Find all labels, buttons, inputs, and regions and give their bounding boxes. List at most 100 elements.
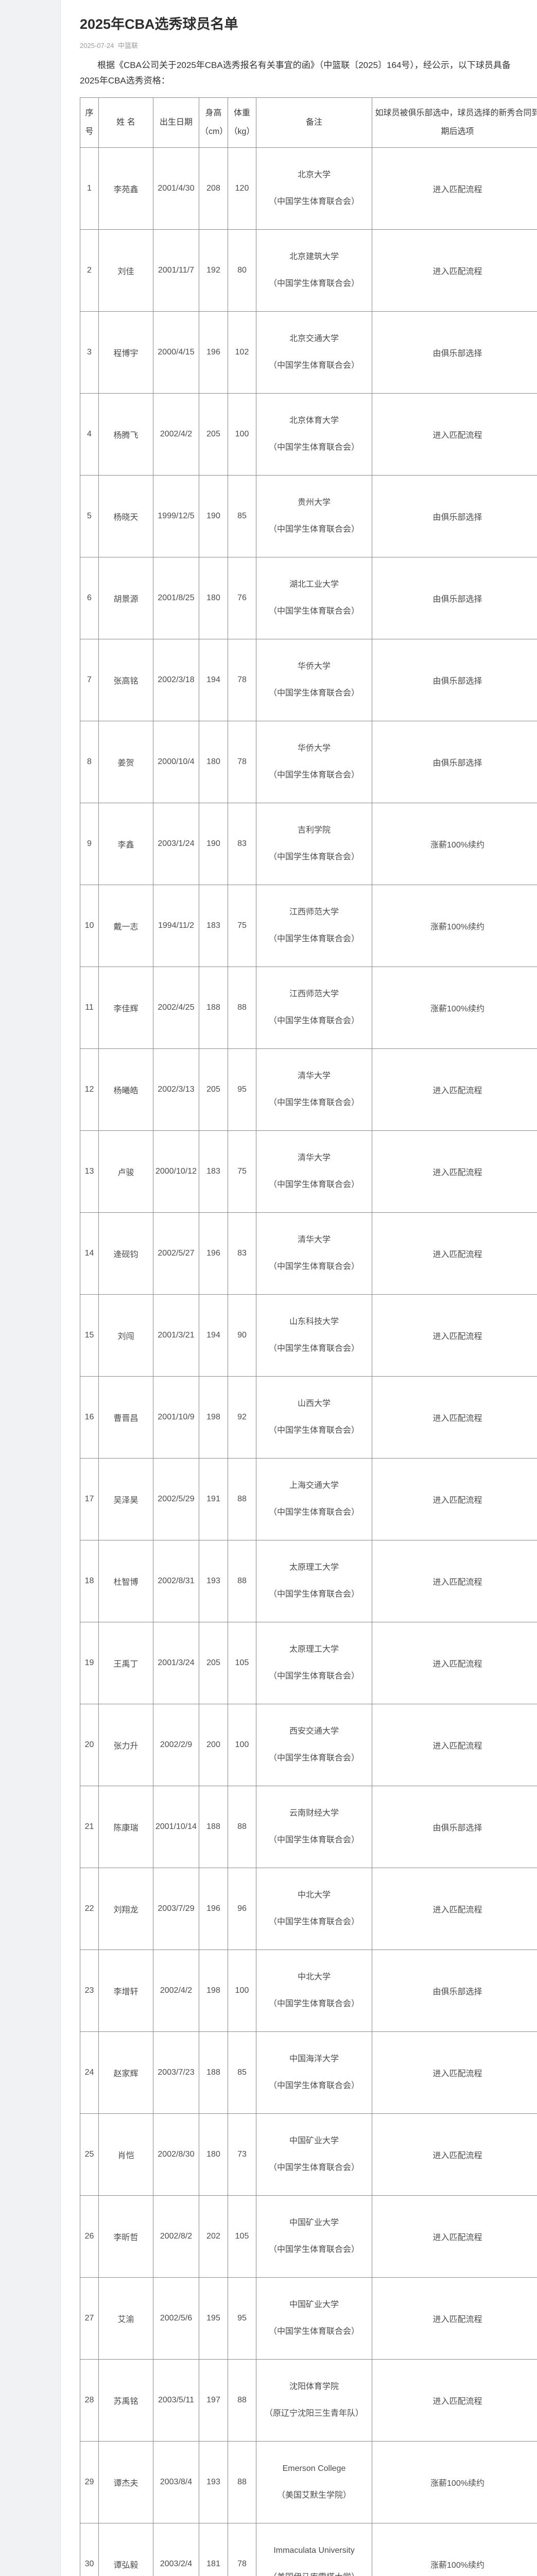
cell-weight: 73 [228,2113,256,2196]
cell-no: 22 [80,1868,99,1950]
cell-remark: 中国矿业大学 （中国学生体育联合会） [256,2195,372,2278]
cell-option: 进入匹配流程 [372,1704,537,1786]
column-header: 如球员被俱乐部选中，球员选择的新秀合同到期后选项 [372,97,537,148]
cell-weight: 78 [228,721,256,803]
remark-line: 云南财经大学 [289,1809,339,1818]
cell-weight: 95 [228,1048,256,1131]
cell-dob: 2001/3/24 [153,1622,199,1704]
cell-option: 由俱乐部选择 [372,1786,537,1868]
cell-option: 涨薪100%续约 [372,2523,537,2576]
cell-weight: 92 [228,1376,256,1459]
cell-name: 戴一志 [98,885,153,967]
cell-weight: 88 [228,1458,256,1540]
cell-dob: 2002/3/18 [153,639,199,721]
cell-no: 2 [80,229,99,312]
cell-no: 7 [80,639,99,721]
column-header: 身高（cm） [199,97,228,148]
cell-remark: 山西大学 （中国学生体育联合会） [256,1376,372,1459]
cell-dob: 1999/12/5 [153,475,199,557]
remark-line: （中国学生体育联合会） [268,689,359,698]
cell-no: 21 [80,1786,99,1868]
cell-weight: 100 [228,1704,256,1786]
cell-dob: 2002/8/2 [153,2195,199,2278]
cell-remark: 太原理工大学 （中国学生体育联合会） [256,1622,372,1704]
cell-remark: 清华大学 （中国学生体育联合会） [256,1130,372,1213]
remark-line: （美国伊马库雷塔大学） [257,2572,371,2576]
cell-name: 李昕哲 [98,2195,153,2278]
cell-name: 杨腾飞 [98,393,153,476]
remark-line: （中国学生体育联合会） [268,1426,359,1435]
cell-dob: 2002/4/2 [153,393,199,476]
remark-line: （中国学生体育联合会） [268,1098,359,1107]
cell-height: 198 [199,1376,228,1459]
remark-line: 西安交通大学 [289,1727,339,1736]
table-row: 28 苏禹铭 2003/5/11 197 88 沈阳体育学院 （原辽宁沈阳三生青年队） 进入匹… [80,2359,537,2442]
cell-name: 姜贺 [98,721,153,803]
remark-line: 湖北工业大学 [289,580,339,589]
cell-weight: 105 [228,1622,256,1704]
remark-line: Immaculata University [273,2546,355,2555]
cell-option: 进入匹配流程 [372,147,537,230]
cell-name: 李鑫 [98,803,153,885]
cell-height: 196 [199,311,228,394]
cell-no: 14 [80,1212,99,1295]
cell-weight: 90 [228,1294,256,1377]
cell-option: 进入匹配流程 [372,1048,537,1131]
cell-weight: 88 [228,1540,256,1622]
cell-option: 进入匹配流程 [372,1622,537,1704]
cell-option: 进入匹配流程 [372,1212,537,1295]
remark-line: 中北大学 [297,1973,331,1981]
remark-line: （中国学生体育联合会） [268,1918,359,1926]
cell-remark: Immaculata University （美国伊马库雷塔大学） [256,2523,372,2576]
cell-option: 进入匹配流程 [372,1376,537,1459]
cell-dob: 2001/3/21 [153,1294,199,1377]
remark-line: 太原理工大学 [289,1645,339,1654]
cell-height: 200 [199,1704,228,1786]
cell-remark: 华侨大学 （中国学生体育联合会） [256,721,372,803]
cell-dob: 2003/2/4 [153,2523,199,2576]
remark-line: （中国学生体育联合会） [268,2081,359,2090]
cell-dob: 2002/3/13 [153,1048,199,1131]
cell-option: 进入匹配流程 [372,1294,537,1377]
cell-no: 12 [80,1048,99,1131]
cell-remark: 华侨大学 （中国学生体育联合会） [256,639,372,721]
cell-weight: 95 [228,2277,256,2360]
cell-height: 190 [199,475,228,557]
publish-source: 中篮联 [118,42,138,49]
remark-line: （中国学生体育联合会） [268,279,359,288]
cell-dob: 2003/7/29 [153,1868,199,1950]
table-row: 7 张高铭 2002/3/18 194 78 华侨大学 （中国学生体育联合会） 由俱乐部选择 [80,639,537,721]
cell-weight: 88 [228,2359,256,2442]
cell-no: 8 [80,721,99,803]
cell-remark: 北京大学 （中国学生体育联合会） [256,147,372,230]
cell-dob: 2003/8/4 [153,2441,199,2523]
table-row: 26 李昕哲 2002/8/2 202 105 中国矿业大学 （中国学生体育联合会） 进入匹配… [80,2195,537,2278]
cell-no: 9 [80,803,99,885]
cell-remark: 清华大学 （中国学生体育联合会） [256,1048,372,1131]
cell-remark: 江西师范大学 （中国学生体育联合会） [256,967,372,1049]
remark-line: 清华大学 [297,1072,331,1080]
cell-weight: 75 [228,885,256,967]
table-row: 20 张力升 2002/2/9 200 100 西安交通大学 （中国学生体育联合会） 进入匹配… [80,1704,537,1786]
column-header: 备注 [256,97,372,148]
cell-dob: 2003/1/24 [153,803,199,885]
remark-line: 中国矿业大学 [289,2218,339,2227]
cell-no: 13 [80,1130,99,1213]
cell-remark: 吉利学院 （中国学生体育联合会） [256,803,372,885]
table-row: 17 吴泽昊 2002/5/29 191 88 上海交通大学 （中国学生体育联合会） 进入匹配… [80,1458,537,1540]
table-row: 2 刘佳 2001/11/7 192 80 北京建筑大学 （中国学生体育联合会） 进入匹配流程 [80,229,537,312]
cell-dob: 2001/4/30 [153,147,199,230]
cell-dob: 2000/4/15 [153,311,199,394]
cell-option: 进入匹配流程 [372,2359,537,2442]
cell-remark: 山东科技大学 （中国学生体育联合会） [256,1294,372,1377]
cell-height: 197 [199,2359,228,2442]
cell-dob: 2000/10/4 [153,721,199,803]
cell-option: 由俱乐部选择 [372,475,537,557]
cell-remark: 北京建筑大学 （中国学生体育联合会） [256,229,372,312]
remark-line: 北京建筑大学 [289,252,339,261]
table-row: 4 杨腾飞 2002/4/2 205 100 北京体育大学 （中国学生体育联合会） 进入匹配流… [80,393,537,476]
remark-line: 吉利学院 [297,826,331,835]
players-table: 序号姓 名出生日期 身高（cm） 体重（kg） 备注 如球员被俱乐部选中，球员选择的新秀… [80,97,537,2576]
cell-dob: 2001/8/25 [153,557,199,639]
